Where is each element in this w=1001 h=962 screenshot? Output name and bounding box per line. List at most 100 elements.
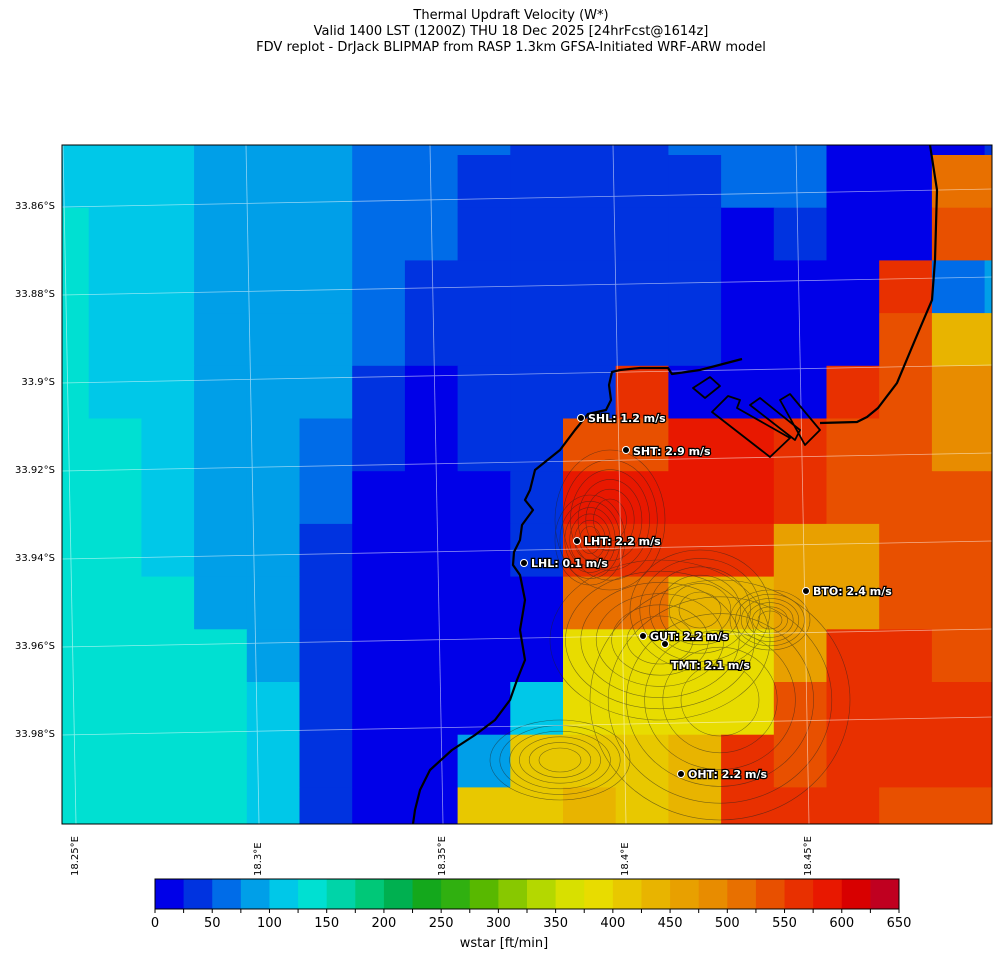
grid-cell (879, 365, 933, 420)
colorbar-swatch (641, 879, 671, 909)
grid-cell (194, 576, 248, 630)
grid-cell (668, 418, 722, 472)
grid-cell (404, 576, 459, 630)
station-marker[interactable] (577, 414, 585, 422)
grid-cell (352, 365, 406, 420)
grid-cell (457, 145, 511, 156)
grid-cell (194, 313, 248, 367)
grid-cell (931, 207, 986, 261)
grid-cell (246, 365, 301, 420)
grid-cell (62, 734, 90, 788)
contour-line (593, 498, 627, 542)
grid-cell (879, 734, 933, 788)
contour-line (554, 449, 666, 591)
grid-cell (457, 471, 511, 525)
grid-cell (615, 260, 669, 314)
contour-line (554, 494, 626, 586)
colorbar-swatch (841, 879, 871, 909)
contour-line (570, 469, 650, 571)
coastline-west (411, 357, 743, 824)
grid-cell (879, 260, 933, 314)
grid-cell (299, 145, 353, 156)
grid-cell (826, 145, 880, 156)
contour-line (659, 574, 741, 646)
grid-cell (721, 155, 775, 209)
grid-cell (721, 418, 775, 472)
contour-line (549, 559, 771, 721)
grid-cell (404, 787, 459, 824)
lon-tick-label: 18.4°E (620, 842, 631, 876)
contour-line (626, 613, 814, 787)
grid-cell (246, 418, 301, 472)
station-marker[interactable] (622, 446, 630, 454)
grid-cell (299, 734, 353, 788)
contour-line (746, 602, 794, 638)
grid-cell (773, 260, 828, 314)
grid-cell (194, 682, 248, 736)
grid-cell (826, 155, 880, 209)
station-marker[interactable] (677, 770, 685, 778)
grid-cell (194, 787, 248, 824)
grid-cell (510, 207, 564, 261)
grid-cell (984, 155, 992, 209)
grid-cell (404, 365, 459, 420)
grid-cell (246, 155, 301, 209)
grid-cell (563, 471, 617, 525)
grid-cell (826, 365, 880, 420)
station-label: LHT: 2.2 m/s (584, 535, 661, 548)
colorbar-swatch (355, 879, 385, 909)
grid-cell (773, 155, 828, 209)
colorbar-swatch (155, 879, 185, 909)
grid-cell (721, 260, 775, 314)
grid-cell (457, 734, 511, 788)
colorbar-swatch (555, 879, 585, 909)
colorbar-label: wstar [ft/min] (459, 936, 549, 951)
grid-cell (879, 576, 933, 630)
grid-cell (457, 365, 511, 420)
grid-cell (404, 523, 459, 578)
grid-cell (141, 313, 195, 367)
lat-tick-label: 33.9°S (21, 377, 55, 388)
contour-line (639, 558, 761, 662)
grid-cell (88, 682, 142, 736)
colorbar-swatch (326, 879, 356, 909)
colorbar-tick-label: 50 (203, 916, 221, 931)
grid-cell (246, 313, 301, 367)
lat-gridline (62, 452, 992, 472)
grid-cell (773, 787, 828, 824)
station-marker[interactable] (520, 559, 528, 567)
grid-cell (352, 155, 406, 209)
grid-cell (931, 682, 986, 736)
grid-cell (668, 629, 722, 683)
colorbar-swatch (870, 879, 900, 909)
station-marker[interactable] (661, 640, 669, 648)
station-marker[interactable] (802, 587, 810, 595)
lon-gridline (429, 145, 444, 824)
grid-cell (141, 260, 195, 314)
grid-cell (984, 629, 992, 683)
grid-cell (88, 145, 142, 156)
grid-cell (615, 145, 669, 156)
grid-cell (826, 629, 880, 683)
station-label: OHT: 2.2 m/s (688, 768, 767, 781)
grid-cell (826, 418, 880, 472)
lon-tick-label: 18.35°E (437, 836, 448, 876)
grid-cell (62, 471, 90, 525)
station-marker[interactable] (639, 632, 647, 640)
grid-cell (510, 418, 564, 472)
grid-cell (826, 523, 880, 578)
lat-tick-label: 33.94°S (15, 553, 55, 564)
grid-cell (299, 471, 353, 525)
colorbar-tick-label: 250 (428, 916, 454, 931)
grid-cell (62, 523, 90, 578)
lon-tick-label: 18.25°E (70, 836, 81, 876)
grid-cell (984, 207, 992, 261)
grid-cell (457, 418, 511, 472)
grid-cell (88, 734, 142, 788)
contour-line (629, 549, 771, 671)
station-marker[interactable] (573, 537, 581, 545)
grid-cell (721, 682, 775, 736)
grid-cell (88, 471, 142, 525)
grid-cell (931, 155, 986, 209)
grid-cell (563, 313, 617, 367)
